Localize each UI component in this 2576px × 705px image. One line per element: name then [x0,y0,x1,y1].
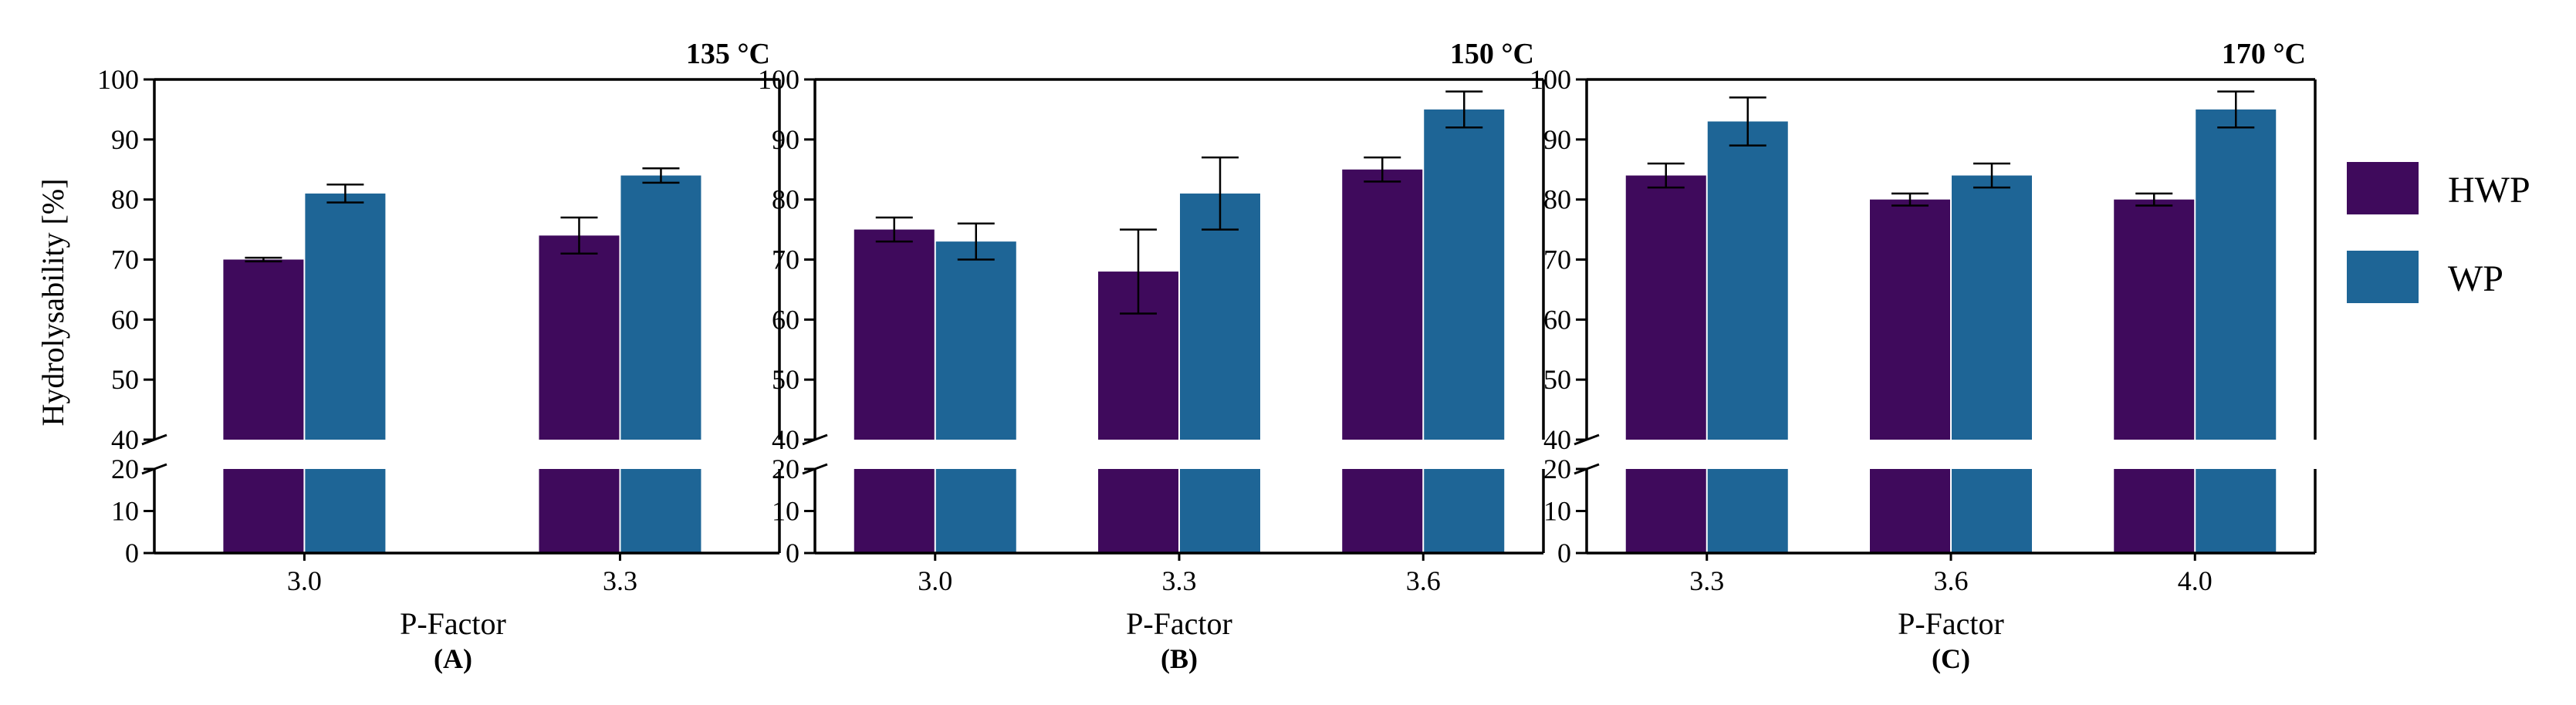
bar-lower-wp-3.3 [1180,469,1260,553]
bar-lower-hwp-3.3 [539,469,620,553]
bar-hwp-3.3 [539,235,620,440]
bar-lower-hwp-3.6 [1870,469,1950,553]
bar-wp-3.3 [620,175,701,440]
bar-wp-3.6 [1424,109,1505,440]
y-tick-label: 10 [772,496,800,527]
y-tick-label: 60 [111,304,139,335]
bar-hwp-4.0 [2114,199,2195,440]
y-tick-label: 50 [1543,364,1571,395]
y-axis-label: Hydrolysability [%] [35,178,70,426]
panel-3: 3.3 3.6 4.0 40 50 60 70 80 90 100 0 10 20 170 °C P-Fac… [1530,38,2317,674]
y-tick-label: 60 [1543,304,1571,335]
bar-hwp-3.0 [854,229,935,440]
y-tick-label: 40 [1543,424,1571,455]
x-tick-label: 3.3 [1689,565,1724,596]
bar-lower-wp-3.3 [1707,469,1788,553]
x-tick-label: 3.6 [1934,565,1969,596]
panel-2: 3.0 3.3 3.6 40 50 60 70 80 90 100 0 10 20 150 °C P-Fac… [758,38,1545,674]
y-tick-label: 10 [111,496,139,527]
y-tick-label: 80 [111,184,139,215]
y-tick-label: 70 [1543,245,1571,275]
bar-lower-hwp-3.0 [854,469,935,553]
x-tick-label: 3.3 [603,565,637,596]
legend-swatch [2347,251,2419,303]
panel-letter: (C) [1932,643,1970,674]
y-tick-label: 90 [1543,124,1571,155]
y-tick-label: 70 [111,245,139,275]
y-tick-label: 0 [1557,538,1571,568]
x-tick-label: 3.0 [918,565,952,596]
legend-label: HWP [2448,170,2530,211]
panel-letter: (A) [434,643,472,674]
y-tick-label: 100 [1530,64,1571,95]
y-tick-label: 40 [111,424,139,455]
bar-hwp-3.6 [1342,169,1423,440]
legend-swatch [2347,162,2419,214]
y-tick-label: 80 [772,184,800,215]
y-tick-label: 0 [786,538,800,568]
bar-wp-3.0 [305,193,386,440]
y-tick-label: 50 [772,364,800,395]
bar-lower-wp-4.0 [2196,469,2277,553]
bar-lower-wp-3.6 [1952,469,2032,553]
y-tick-label: 100 [97,64,139,95]
y-tick-label: 0 [125,538,139,568]
bar-lower-hwp-3.0 [223,469,304,553]
x-tick-label: 3.3 [1162,565,1197,596]
legend: HWP WP [2347,162,2530,303]
y-tick-label: 90 [772,124,800,155]
legend-item-hwp: HWP [2347,162,2530,214]
temperature-label: 135 °C [686,38,770,70]
bar-wp-3.0 [935,241,1016,440]
x-tick-label: 3.0 [287,565,322,596]
y-tick-label: 50 [111,364,139,395]
y-tick-label: 20 [1543,454,1571,484]
bar-lower-wp-3.3 [620,469,701,553]
temperature-label: 170 °C [2222,38,2306,70]
y-tick-label: 20 [111,454,139,484]
legend-label: WP [2448,258,2503,299]
temperature-label: 150 °C [1450,38,1534,70]
y-tick-label: 40 [772,424,800,455]
bar-wp-3.3 [1180,193,1260,440]
bar-hwp-3.3 [1625,175,1706,440]
legend-item-wp: WP [2347,251,2503,303]
bar-lower-wp-3.0 [935,469,1016,553]
x-tick-label: 4.0 [2178,565,2213,596]
y-tick-label: 70 [772,245,800,275]
y-tick-label: 100 [758,64,800,95]
panel-letter: (B) [1161,643,1198,674]
x-axis-label: P-Factor [1126,606,1232,641]
y-tick-label: 10 [1543,496,1571,527]
bar-wp-3.6 [1952,175,2032,440]
bar-wp-4.0 [2196,109,2277,440]
x-tick-label: 3.6 [1406,565,1441,596]
y-tick-label: 90 [111,124,139,155]
panel-1: 3.0 3.3 40 50 60 70 80 90 100 0 10 20 135 °C P-Factor… [97,38,781,674]
bar-hwp-3.0 [223,259,304,440]
bar-lower-hwp-3.6 [1342,469,1423,553]
bar-lower-hwp-4.0 [2114,469,2195,553]
bar-lower-wp-3.6 [1424,469,1505,553]
bar-hwp-3.6 [1870,199,1950,440]
bar-lower-hwp-3.3 [1098,469,1178,553]
bar-lower-hwp-3.3 [1625,469,1706,553]
x-axis-label: P-Factor [400,606,506,641]
y-tick-label: 20 [772,454,800,484]
y-tick-label: 60 [772,304,800,335]
bar-lower-wp-3.0 [305,469,386,553]
bar-wp-3.3 [1707,121,1788,440]
y-tick-label: 80 [1543,184,1571,215]
x-axis-label: P-Factor [1898,606,2004,641]
